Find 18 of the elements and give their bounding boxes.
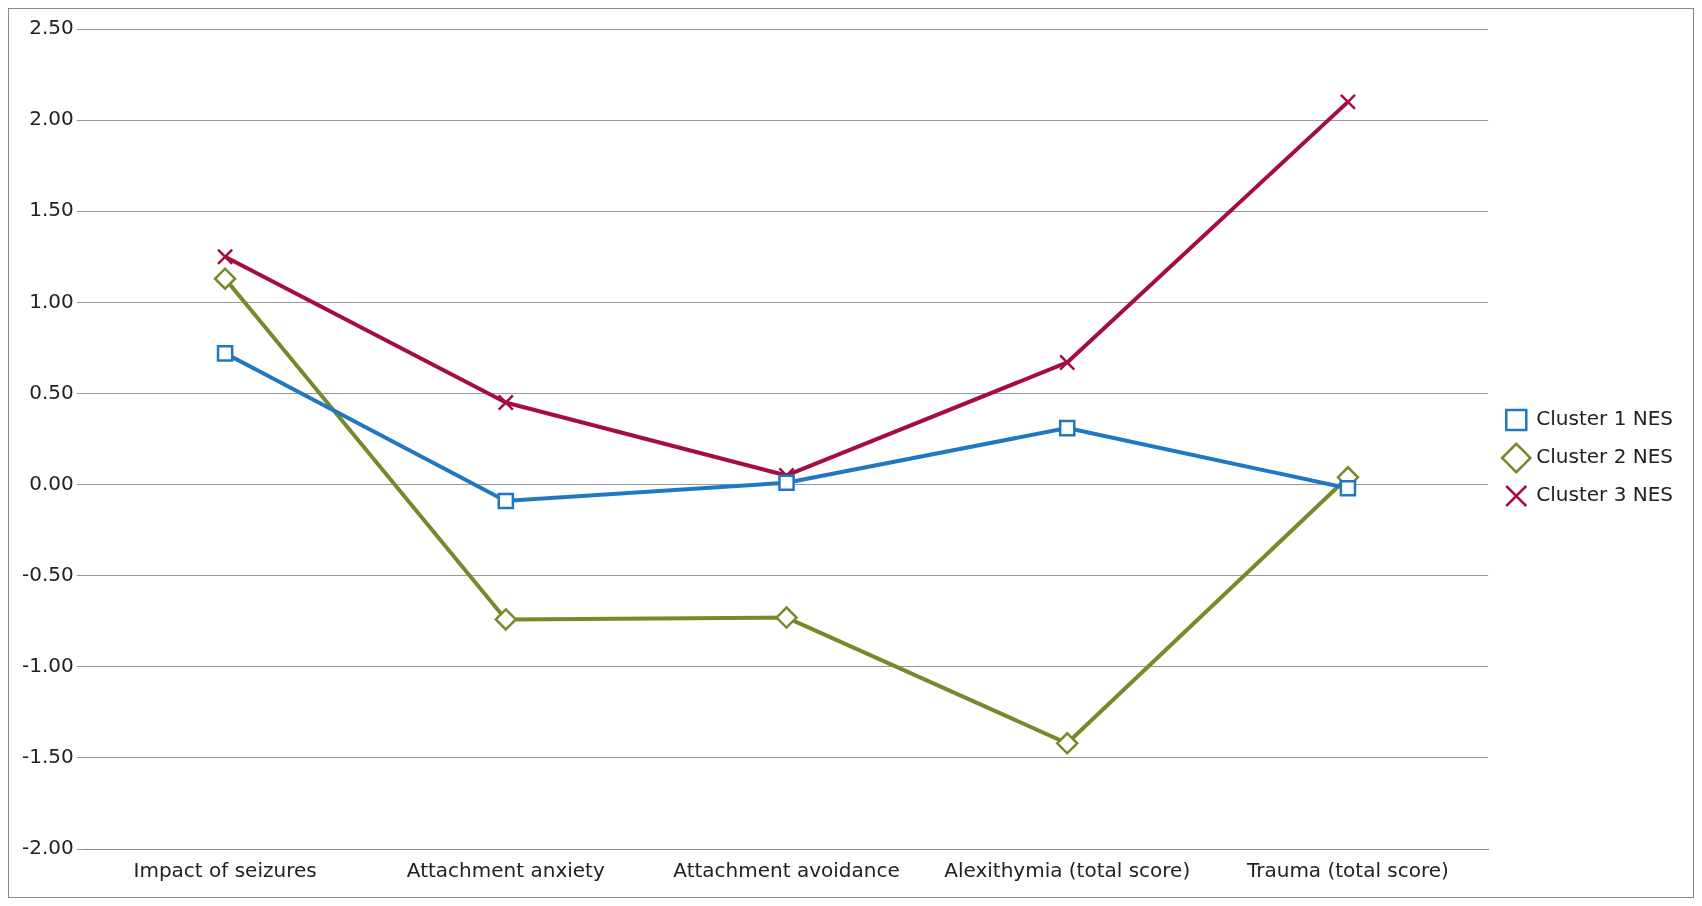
y-tick-label: 1.00 xyxy=(29,288,74,313)
y-tick-label: 2.00 xyxy=(29,106,74,131)
x-tick-label: Impact of seizures xyxy=(133,858,317,883)
x-tick-label: Trauma (total score) xyxy=(1245,858,1449,883)
x-tick-label: Attachment anxiety xyxy=(406,858,605,883)
x-tick-label: Alexithymia (total score) xyxy=(944,858,1191,883)
y-tick-label: 0.00 xyxy=(29,470,74,495)
x-tick-label: Attachment avoidance xyxy=(673,858,900,883)
legend-label: Cluster 3 NES xyxy=(1536,482,1673,507)
y-tick-label: -1.50 xyxy=(22,744,74,769)
y-tick-label: -0.50 xyxy=(22,561,74,586)
legend-label: Cluster 1 NES xyxy=(1536,406,1673,431)
y-tick-label: 2.50 xyxy=(29,15,74,40)
y-tick-label: 0.50 xyxy=(29,379,74,404)
y-tick-label: -1.00 xyxy=(22,652,74,677)
y-tick-label: -2.00 xyxy=(22,835,74,860)
legend-label: Cluster 2 NES xyxy=(1536,444,1673,469)
y-tick-label: 1.50 xyxy=(29,197,74,222)
